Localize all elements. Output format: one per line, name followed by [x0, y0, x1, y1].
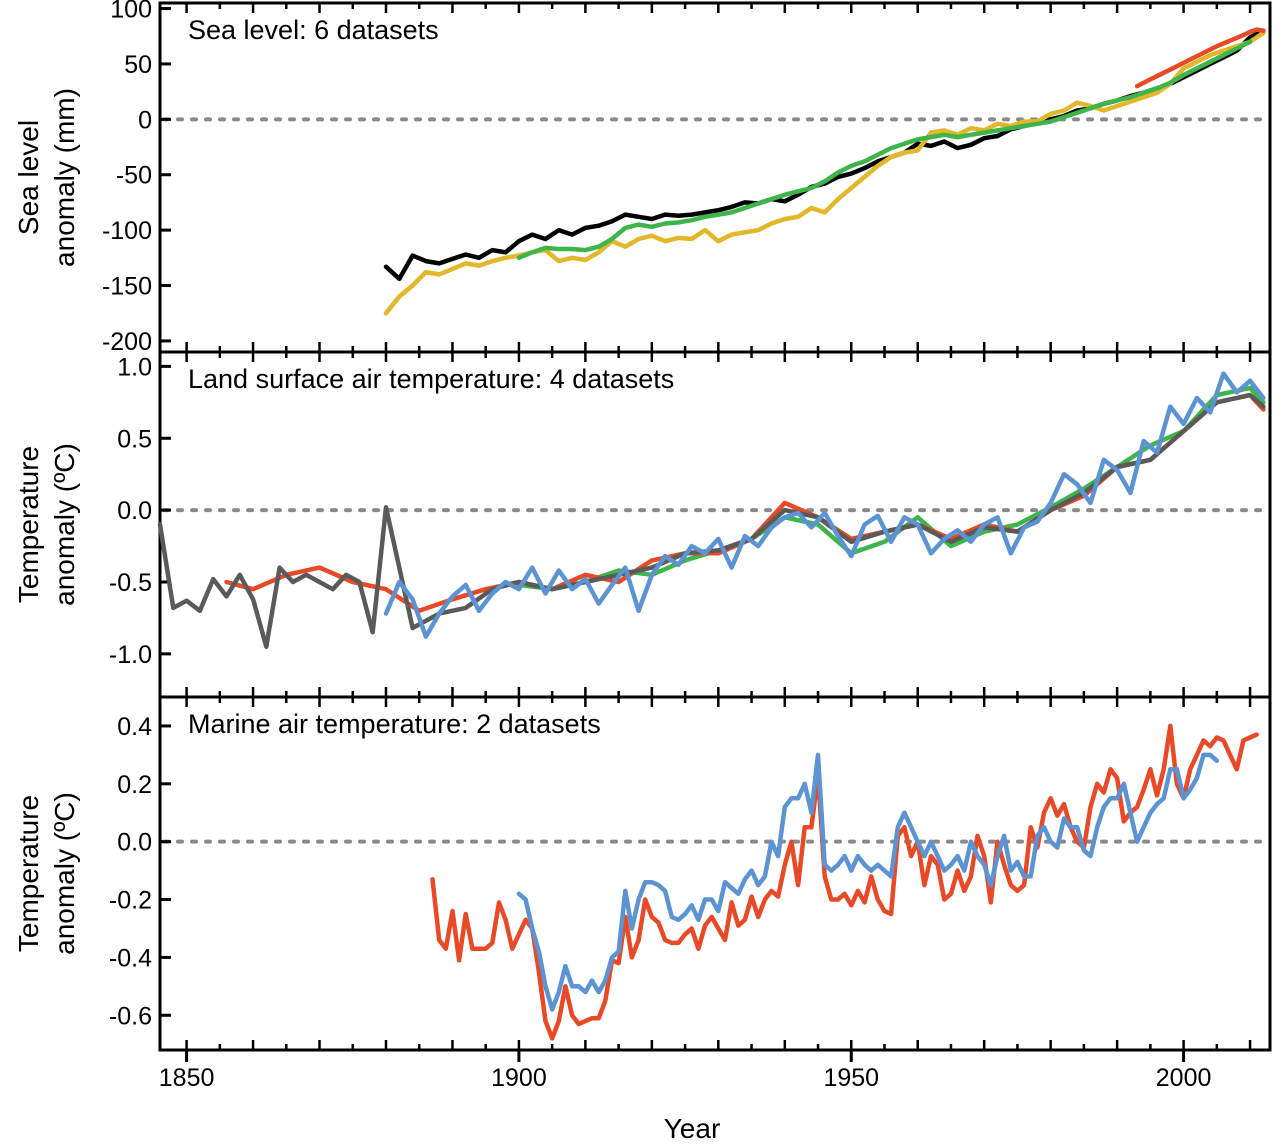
y-axis-label: Temperature — [13, 795, 44, 952]
y-axis-label: anomaly (mm) — [49, 88, 80, 267]
panel-2: 1.0 0.5 0.0 -0.5 -1.0 Land surface air temper… — [13, 350, 1272, 699]
y-tick-label: 0.2 — [117, 771, 152, 799]
series-line-4 — [383, 371, 1266, 639]
y-tick-label: 0.0 — [117, 829, 152, 857]
series-line-3 — [516, 39, 1253, 261]
x-tick-label: 1850 — [159, 1064, 215, 1092]
x-axis-label: Year — [664, 1113, 721, 1144]
y-tick-label: 100 — [110, 0, 152, 24]
y-axis-label: anomaly (ºC) — [49, 792, 80, 955]
panel-title: Sea level: 6 datasets — [188, 15, 439, 45]
x-tick-label: 1950 — [823, 1064, 879, 1092]
y-tick-label: 0.5 — [117, 425, 152, 453]
series-line-1 — [430, 723, 1259, 1041]
series-line-2 — [224, 392, 1266, 614]
series-line-2 — [516, 752, 1220, 1012]
panel-1: 100 50 0 -50 -100 -150 -200 Sea level: 6 datase… — [13, 0, 1272, 356]
series-line-1 — [516, 385, 1266, 592]
panel-title: Land surface air temperature: 4 datasets — [188, 364, 674, 394]
y-axis-label: Temperature — [13, 446, 44, 603]
y-tick-label: 1.0 — [117, 353, 152, 381]
y-tick-label: -50 — [116, 162, 152, 190]
plot-frame — [158, 350, 1272, 699]
plot-frame — [158, 1, 1272, 354]
x-tick-label: 1900 — [491, 1064, 547, 1092]
y-tick-label: 0.0 — [117, 497, 152, 525]
y-tick-label: -150 — [102, 273, 152, 301]
y-axis-label: Sea level — [13, 120, 44, 235]
series-line-1 — [383, 28, 1266, 282]
y-tick-label: 0 — [138, 106, 152, 134]
y-tick-label: -0.6 — [109, 1002, 152, 1030]
y-axis-label: anomaly (ºC) — [49, 443, 80, 606]
panel-3: 0.4 0.2 0.0 -0.2 -0.4 -0.6 Marine air temperat… — [13, 695, 1272, 1052]
y-tick-label: -0.4 — [109, 944, 152, 972]
x-tick-label: 2000 — [1156, 1064, 1212, 1092]
y-tick-label: -0.5 — [109, 569, 152, 597]
y-tick-label: -100 — [102, 217, 152, 245]
plot-frame — [158, 695, 1272, 1052]
y-tick-label: -0.2 — [109, 887, 152, 915]
series-line-4 — [1134, 27, 1266, 89]
series-line-2 — [383, 30, 1266, 316]
series-line-3 — [157, 392, 1266, 649]
y-tick-label: 0.4 — [117, 713, 152, 741]
y-tick-label: -1.0 — [109, 641, 152, 669]
y-tick-label: 50 — [124, 51, 152, 79]
y-tick-label: -200 — [102, 328, 152, 356]
panel-title: Marine air temperature: 2 datasets — [188, 709, 601, 739]
